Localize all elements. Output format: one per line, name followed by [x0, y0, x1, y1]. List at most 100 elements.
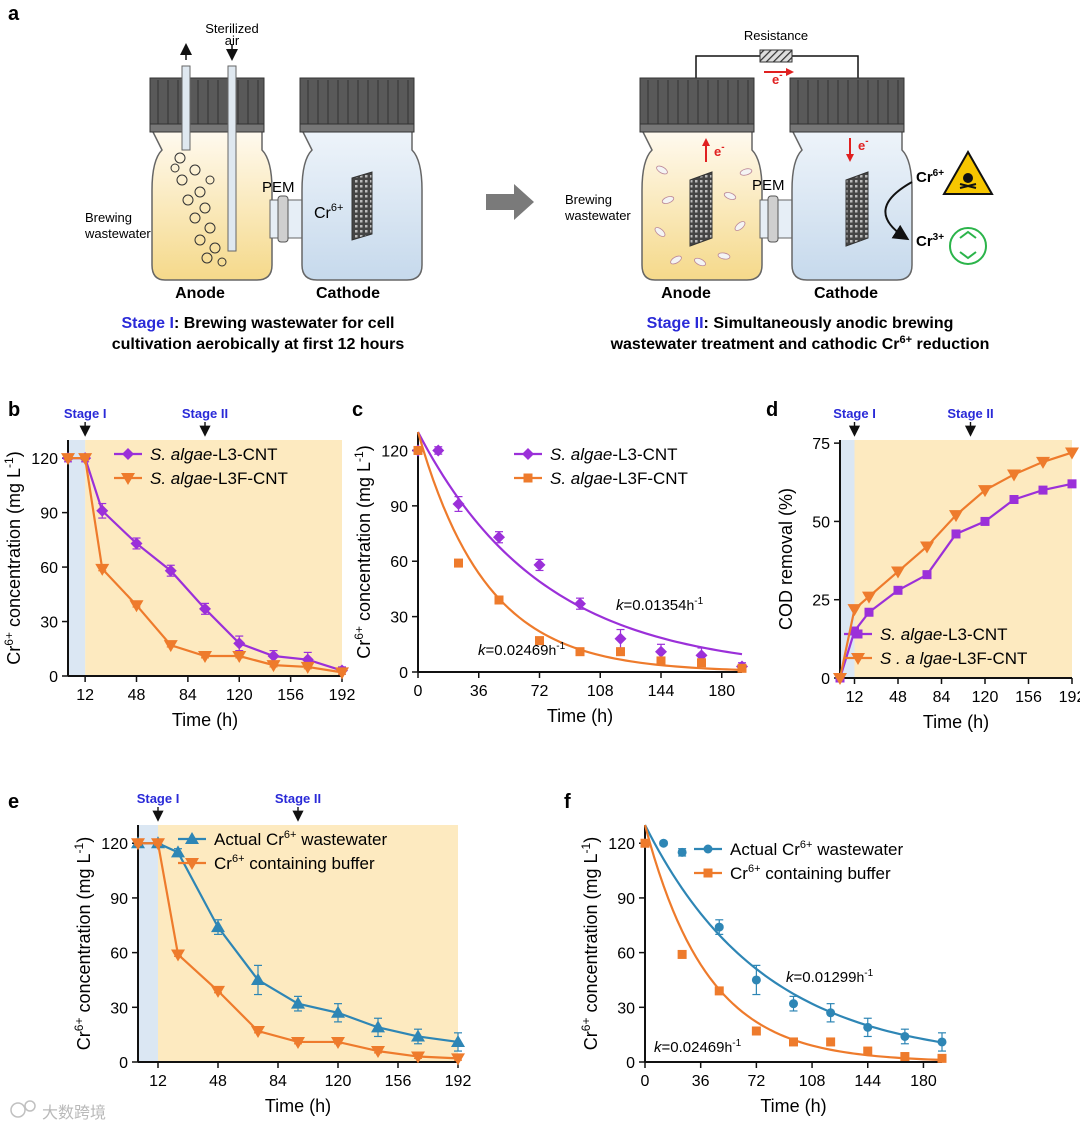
y-label-sup: 6+	[2, 632, 16, 646]
legend-marker	[703, 844, 713, 854]
data-point	[171, 949, 185, 962]
rate-constant-label: k=0.02469h-1	[478, 641, 566, 659]
legend-marker	[185, 832, 199, 844]
legend-label-pre: Cr	[730, 864, 748, 883]
data-point	[454, 558, 463, 568]
rate-constant-label: k=0.02469h-1	[654, 1038, 742, 1056]
data-point	[659, 838, 669, 848]
chart-d: d Stage I Stage II 12 48 84 120 156 192 0 25 50 75 Ti…	[766, 399, 1080, 732]
x-tick-label: 120	[972, 689, 999, 706]
data-point	[677, 949, 687, 959]
data-point	[211, 920, 225, 933]
data-point	[677, 847, 687, 857]
stage2-cathode-label: Cathode	[814, 285, 878, 302]
legend-label: S. algae-L3-CNT	[880, 625, 1008, 644]
x-axis-label: Time (h)	[923, 712, 989, 732]
y-tick-label: 25	[812, 593, 830, 610]
series-line	[838, 451, 1073, 679]
stage2-cathode-cap	[789, 77, 905, 127]
x-tick-label: 156	[277, 687, 304, 704]
chart-c: c 0 36 72 108 144 180 0 30 60 90 120 Time (h) Cr6+ co…	[352, 399, 748, 726]
legend-label: Cr6+ containing buffer	[730, 863, 891, 883]
data-point	[656, 656, 666, 666]
data-point	[980, 516, 990, 526]
reduction-arrow	[884, 181, 913, 241]
data-point	[900, 1052, 910, 1062]
x-tick-label: 48	[209, 1073, 227, 1090]
y-label-part: Cr	[354, 640, 374, 659]
data-point	[251, 972, 265, 985]
y-tick-label: 0	[119, 1055, 128, 1072]
stage-label: Stage I	[833, 406, 876, 421]
y-tick-label: 120	[101, 836, 128, 853]
y-tick-label: 30	[40, 615, 58, 632]
data-point	[922, 570, 932, 580]
y-label-part: Cr	[581, 1031, 601, 1050]
series-1: S. algae-L3F-CNT	[61, 453, 349, 680]
legend-marker	[122, 448, 134, 460]
legend-label: S. algae-L3-CNT	[150, 445, 278, 464]
data-point	[535, 636, 544, 646]
data-point	[1007, 469, 1021, 482]
data-point	[1067, 479, 1077, 489]
stage1-caption-line1: Stage I: Brewing wastewater for cell	[122, 315, 395, 332]
stage1-shade	[68, 440, 86, 676]
data-point	[300, 661, 315, 674]
data-point	[1009, 495, 1019, 504]
data-point	[575, 647, 585, 657]
k-unit-sup: -1	[556, 641, 565, 652]
y-label-sup: -1	[72, 842, 86, 853]
stage2-caption-line1: Stage II: Simultaneously anodic brewing	[647, 315, 954, 332]
x-axis-label: Time (h)	[760, 1096, 826, 1116]
data-point	[847, 604, 862, 617]
data-point	[451, 1053, 465, 1066]
legend-label-sup: 6+	[232, 853, 245, 865]
stage2-shade	[158, 825, 458, 1062]
data-point	[789, 1037, 798, 1047]
x-axis-label: Time (h)	[265, 1096, 331, 1116]
y-tick-label: 0	[49, 669, 58, 686]
x-tick-label: 144	[854, 1073, 881, 1090]
legend-label-italic: S. algae	[880, 625, 942, 644]
legend-label-rest: -L3F-CNT	[952, 649, 1028, 668]
stage1-anode-bottle	[150, 129, 273, 281]
legend-label-post: wastewater	[296, 830, 387, 849]
data-point	[78, 453, 93, 466]
y-tick-label: 0	[399, 665, 408, 682]
y-label-part: Cr	[74, 1031, 94, 1050]
x-tick-label: 72	[747, 1073, 765, 1090]
legend-label-sup: 6+	[800, 839, 813, 851]
data-point	[714, 922, 724, 932]
k-unit-sup: -1	[864, 968, 873, 979]
y-label-part: concentration (mg L	[74, 853, 94, 1017]
y-label-part: Cr	[4, 646, 24, 665]
y-tick-label: 60	[390, 554, 408, 571]
series-line	[138, 842, 459, 1044]
y-tick-label: 50	[812, 514, 830, 531]
data-point	[371, 1020, 385, 1033]
stage1-ww-label-1: Brewing	[85, 210, 132, 225]
stage2-ww-label-2: wastewater	[564, 208, 631, 223]
x-tick-label: 84	[933, 689, 951, 706]
data-point	[96, 504, 109, 517]
stage-label: Stage I	[64, 406, 107, 421]
y-tick-label: 30	[110, 1000, 128, 1017]
series-1: Cr6+ containing buffer	[131, 838, 465, 1066]
data-point	[199, 602, 211, 615]
data-point	[267, 650, 280, 663]
y-label-part: )	[354, 445, 374, 451]
data-point	[533, 558, 546, 571]
panel-a-label: a	[8, 3, 20, 25]
stage-label: Stage II	[182, 406, 228, 421]
chart-b: b Stage I Stage II 12 48 84 120 156 192 0 30 60 90 12…	[2, 399, 355, 730]
y-axis-label: Cr6+ concentration (mg L-1)	[72, 837, 94, 1050]
stage2-shade	[854, 440, 1072, 678]
data-point	[1065, 447, 1079, 460]
stage-label: Stage II	[275, 791, 321, 806]
k-symbol: k	[654, 1039, 663, 1056]
data-point	[951, 529, 961, 539]
k-symbol: k	[786, 969, 795, 986]
x-axis-label: Time (h)	[547, 706, 613, 726]
x-tick-label: 12	[76, 687, 94, 704]
